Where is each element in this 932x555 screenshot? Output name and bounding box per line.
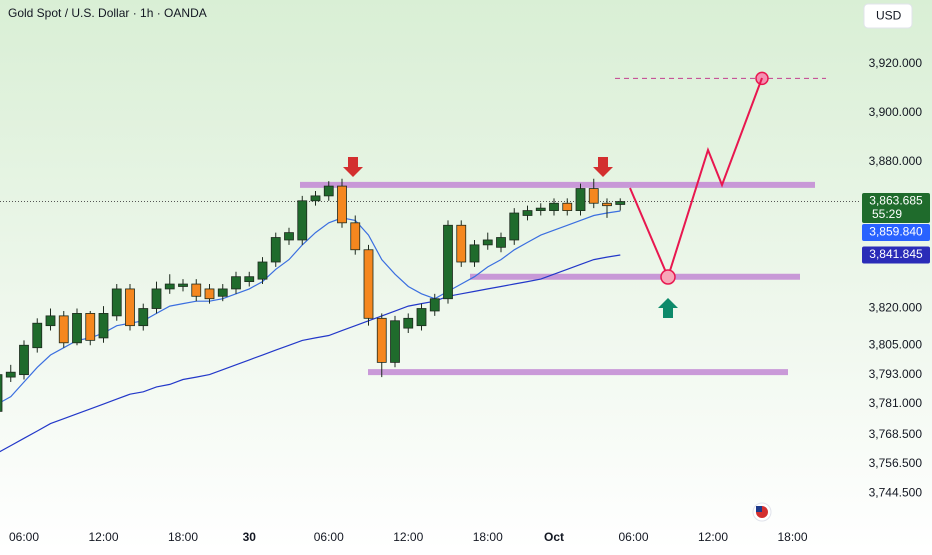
candle-body [72,313,82,344]
y-tick-label: 3,793.000 [869,367,923,381]
candle-body [350,222,361,251]
ma-line [0,254,621,453]
down-arrow [593,157,613,177]
candle-body [416,308,427,327]
candle-body [98,313,109,339]
candle-body [535,207,546,211]
currency-button[interactable] [863,3,913,29]
projection-point [660,269,676,285]
plot: 3,920.000 3,900.000 3,880.000 3,820.000 3,80… [0,56,930,544]
price-tag-label: 3,841.845 [869,247,923,261]
candle-body [509,212,520,241]
candle-body [390,320,400,363]
candle-body [85,313,96,341]
candle-body [32,322,43,349]
chart-title: Gold Spot / U.S. Dollar · 1h · OANDA [8,6,207,20]
candle-body [125,288,135,327]
y-tick-label: 3,768.500 [869,427,923,441]
x-tick-label: 30 [243,530,257,544]
countdown: 55:29 [872,207,902,221]
candle-body [138,308,149,327]
candle-body [191,283,202,297]
candle-body [297,200,308,241]
candle-body [45,315,56,327]
candle-body [496,237,506,248]
candle-body [151,288,162,309]
y-tick-label: 3,756.500 [869,456,923,470]
candle-body [0,374,3,412]
y-tick-label: 3,744.500 [869,486,923,500]
x-tick-label: 18:00 [168,530,198,544]
candle-body [429,298,440,312]
candle-body [456,224,467,263]
up-arrow [658,298,678,318]
price-tag [862,193,930,224]
price-tag-label: 3,859.840 [869,225,923,239]
y-tick-label: 3,805.000 [869,337,923,351]
candle-body [443,224,453,300]
y-tick-label: 3,920.000 [869,56,923,70]
flag-icon [752,502,772,522]
x-tick-label: 06:00 [314,530,344,544]
candle-body [469,244,480,263]
x-tick-label: 18:00 [777,530,807,544]
y-tick-label: 3,820.000 [869,301,923,315]
x-tick-label: 12:00 [698,530,728,544]
projection-path [629,77,763,280]
candle-body [602,202,612,207]
x-tick-label: Oct [544,530,564,544]
candle-body [549,202,559,211]
x-tick-label: 06:00 [9,530,39,544]
y-tick-label: 3,781.000 [869,396,923,410]
candle-body [111,288,122,317]
candle-body [217,288,228,297]
candle-body [403,317,414,329]
x-tick-label: 06:00 [618,530,648,544]
y-tick-label: 3,880.000 [869,154,923,168]
down-arrow [343,157,363,177]
candle-body [522,210,533,216]
currency-label: USD [876,9,902,23]
candle-body [19,344,29,376]
candle-body [257,261,268,280]
candle-body [363,249,374,319]
x-tick-label: 12:00 [393,530,423,544]
price-tag-label: 3,863.685 [869,194,923,208]
candle-body [310,195,321,202]
candle-body [270,237,281,263]
candle-body [231,276,241,290]
candle-body [178,283,188,287]
price-tag [862,246,930,264]
candle-body [164,283,175,290]
candle-body [575,188,586,211]
candle-body [562,202,573,211]
candle-body [337,185,347,224]
x-tick-label: 12:00 [88,530,118,544]
candle-body [615,201,626,205]
candle-body [58,315,69,344]
candle-body [323,185,334,197]
candle-body [284,232,294,241]
candle-body [588,188,599,204]
price-tag [862,224,930,242]
candle-body [244,276,255,282]
candle-body [204,288,215,300]
x-tick-label: 18:00 [473,530,503,544]
candle-body [5,371,16,378]
candle-body [376,317,387,363]
candle-body [482,239,493,246]
y-tick-label: 3,900.000 [869,105,923,119]
